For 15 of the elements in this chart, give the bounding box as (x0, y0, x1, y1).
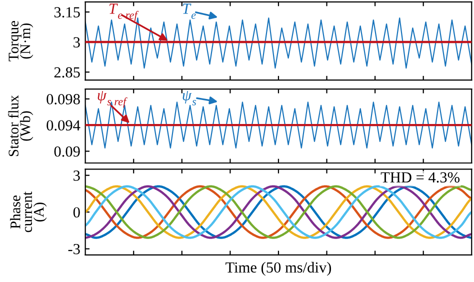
y-axis-title: Torque (N·m) (8, 20, 34, 62)
legend-label: Te (182, 4, 196, 19)
y-tick-label: 0.094 (46, 120, 80, 131)
y-axis-title: Phase current (A) (10, 192, 47, 232)
y-tick-label: 0.098 (46, 94, 80, 104)
y-tick-label: 2.85 (54, 67, 80, 78)
y-tick-label: 0 (73, 207, 80, 218)
y-tick-label: 0.09 (54, 146, 80, 157)
x-axis-title: Time (50 ms/div) (226, 262, 331, 276)
y-tick-label: 3 (74, 37, 80, 48)
y-tick-label: -3 (68, 244, 80, 254)
y-axis-title: Stator flux (Wb) (8, 95, 34, 156)
y-tick-label: 3 (74, 170, 80, 181)
annotation: THD = 4.3% (380, 172, 460, 183)
y-tick-label: 3.15 (54, 7, 80, 18)
